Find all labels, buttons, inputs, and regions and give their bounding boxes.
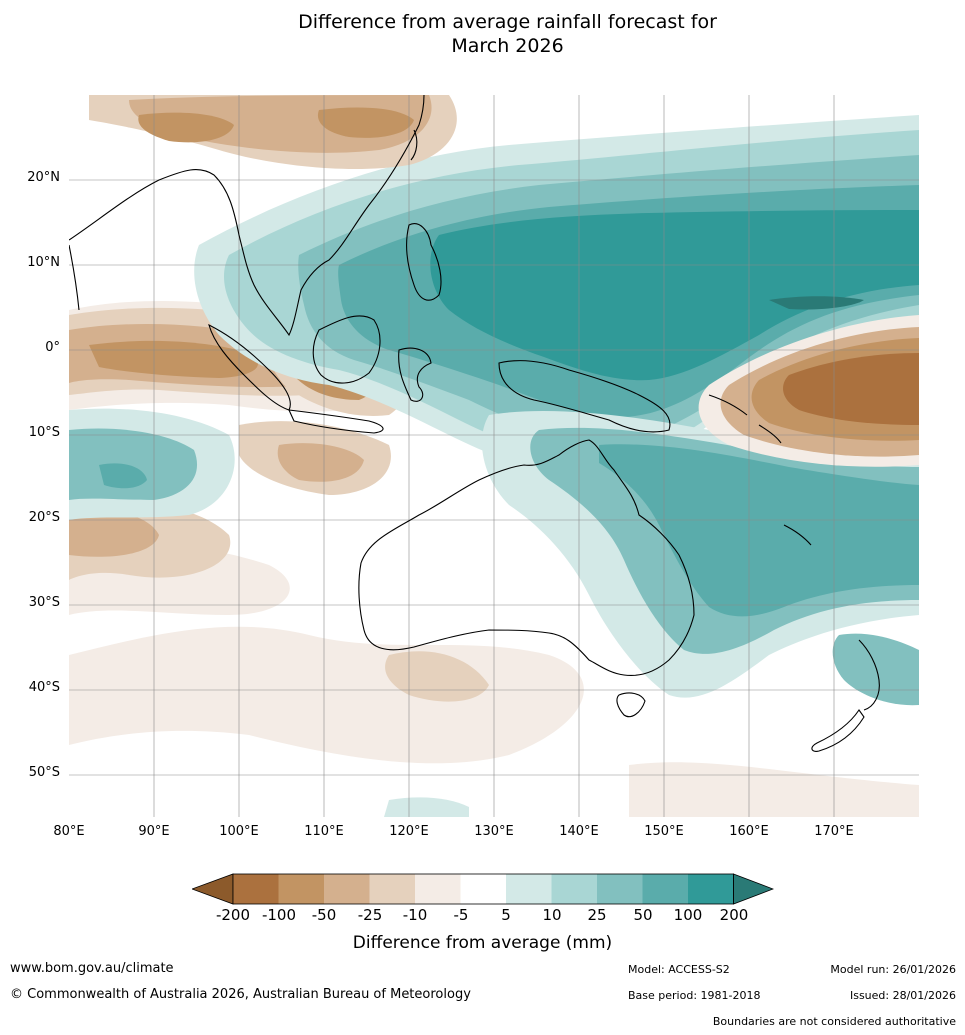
colorbar-tick-10: 10 xyxy=(542,906,562,924)
colorbar-tick-100: 100 xyxy=(673,906,703,924)
colorbar-swatch-wet-5-10 xyxy=(506,874,552,904)
colorbar-tick-minus-100: -100 xyxy=(261,906,297,924)
colorbar-swatch-wet-25-50 xyxy=(597,874,643,904)
colorbar-extend-dry xyxy=(192,873,234,905)
contour-wet-25-sw xyxy=(69,428,198,500)
lat-label-30s: 30°S xyxy=(28,595,60,610)
coastline-java xyxy=(288,409,384,434)
contour-wet-25-nz xyxy=(832,633,919,706)
lat-label-20s: 20°S xyxy=(28,510,60,525)
map-canvas xyxy=(69,95,919,817)
colorbar-tick-200: 200 xyxy=(719,906,749,924)
colorbar-tick-minus-25: -25 xyxy=(357,906,383,924)
coastline-new-caledonia xyxy=(783,524,812,546)
coastline-mainland-asia xyxy=(69,95,425,337)
colorbar-swatch-wet-100-200 xyxy=(688,874,734,904)
coastline-solomon-islands xyxy=(708,394,782,444)
colorbar-swatch-dry-50-25 xyxy=(324,874,370,904)
colorbar-swatch-wet-50-100 xyxy=(642,874,688,904)
contour-wet-5-south-patch xyxy=(384,797,469,817)
coastlines xyxy=(69,95,880,752)
colorbar-swatch-dry-200-100 xyxy=(233,874,279,904)
lon-label-110e: 110°E xyxy=(304,824,344,839)
coastline-new-guinea xyxy=(498,360,671,433)
footer-model-run: Model run: 26/01/2026 xyxy=(830,963,956,976)
coastline-taiwan xyxy=(410,129,418,161)
contour-dry-25-indian-ocean xyxy=(277,443,364,482)
lat-label-10s: 10°S xyxy=(28,425,60,440)
colorbar-label: Difference from average (mm) xyxy=(352,933,613,953)
colorbar-swatch-neutral xyxy=(460,874,506,904)
lat-label-0: 0° xyxy=(45,340,60,355)
colorbar-tick-50: 50 xyxy=(633,906,653,924)
coastline-borneo xyxy=(312,315,381,384)
lon-label-90e: 90°E xyxy=(138,824,170,839)
title-line-2: March 2026 xyxy=(451,35,564,57)
contour-dry-5-south-east xyxy=(629,762,919,817)
colorbar-swatch-dry-10-5 xyxy=(415,874,461,904)
lat-label-20n: 20°N xyxy=(27,170,60,185)
footer-model: Model: ACCESS-S2 xyxy=(628,963,730,976)
map-gridlines xyxy=(69,95,919,817)
contour-dry-100-south-pacific xyxy=(783,353,919,425)
contour-wet-50-australia xyxy=(599,444,919,617)
coastline-new-zealand-south xyxy=(811,709,865,752)
colorbar-swatch-dry-100-50 xyxy=(278,874,324,904)
colorbar-tick-minus-200: -200 xyxy=(215,906,251,924)
lon-label-160e: 160°E xyxy=(729,824,769,839)
contour-dry-50-china xyxy=(317,107,414,138)
lon-label-80e: 80°E xyxy=(53,824,85,839)
lon-label-120e: 120°E xyxy=(389,824,429,839)
colorbar-tick-minus-10: -10 xyxy=(402,906,428,924)
lon-label-140e: 140°E xyxy=(559,824,599,839)
coastline-sulawesi xyxy=(398,347,432,402)
colorbar-frame xyxy=(232,873,734,905)
lon-label-170e: 170°E xyxy=(814,824,854,839)
contour-wet-200-pacific xyxy=(769,296,864,310)
colorbar-swatch-dry-25-10 xyxy=(369,874,415,904)
colorbar-tick-minus-50: -50 xyxy=(311,906,337,924)
colorbar-tick-minus-5: -5 xyxy=(453,906,469,924)
map-title: Difference from average rainfall forecas… xyxy=(0,10,965,58)
coastline-philippines xyxy=(405,223,442,301)
coastline-australia xyxy=(358,439,695,677)
footer-website[interactable]: www.bom.gov.au/climate xyxy=(10,961,174,976)
lat-label-50s: 50°S xyxy=(28,765,60,780)
contour-dry-50-china-west xyxy=(138,112,234,143)
colorbar-tick-5: 5 xyxy=(501,906,511,924)
footer-base-period: Base period: 1981-2018 xyxy=(628,989,761,1002)
title-line-1: Difference from average rainfall forecas… xyxy=(298,11,717,33)
colorbar-tick-25: 25 xyxy=(587,906,607,924)
coastline-tasmania xyxy=(616,692,646,718)
lat-label-10n: 10°N xyxy=(27,255,60,270)
colorbar-extend-wet xyxy=(733,873,774,905)
contour-wet-100-pacific xyxy=(430,210,919,381)
coastline-india-east xyxy=(69,244,80,311)
lat-label-40s: 40°S xyxy=(28,680,60,695)
colorbar xyxy=(192,873,774,905)
contour-dry-5-south-patch xyxy=(385,651,489,702)
footer-boundaries-note: Boundaries are not considered authoritat… xyxy=(712,1015,956,1028)
footer-copyright: © Commonwealth of Australia 2026, Austra… xyxy=(10,987,471,1002)
footer-issued: Issued: 28/01/2026 xyxy=(849,989,956,1002)
lon-label-130e: 130°E xyxy=(474,824,514,839)
lon-label-100e: 100°E xyxy=(219,824,259,839)
lon-label-150e: 150°E xyxy=(644,824,684,839)
contour-wet-50-sw xyxy=(99,463,147,489)
coastline-new-zealand-north xyxy=(858,639,880,711)
contour-dry-25-west xyxy=(69,508,159,557)
rainfall-anomaly-map[interactable] xyxy=(68,94,920,818)
colorbar-swatch-wet-10-25 xyxy=(551,874,597,904)
